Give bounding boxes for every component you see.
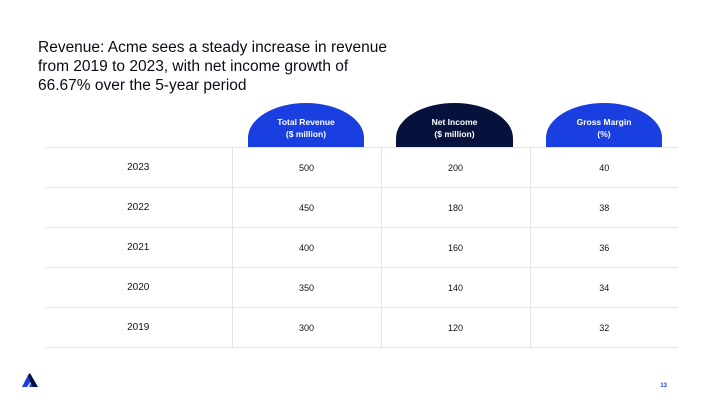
slide-title-line: Revenue: Acme sees a steady increase in … [38, 39, 387, 56]
financial-table: 2023 500 200 40 2022 450 180 38 2021 400… [45, 147, 678, 348]
table-row: 2023 500 200 40 [45, 147, 678, 188]
year-cell: 2022 [45, 187, 232, 228]
column-header-net-income: Net Income ($ million) [396, 103, 513, 147]
table-row: 2019 300 120 32 [45, 307, 678, 348]
column-header-gross-margin: Gross Margin (%) [546, 103, 662, 147]
slide-title-line: from 2019 to 2023, with net income growt… [38, 58, 349, 75]
year-cell: 2021 [45, 227, 232, 268]
column-header-total-revenue: Total Revenue ($ million) [248, 103, 364, 147]
net-income-cell: 180 [380, 187, 530, 228]
mountain-logo-icon [22, 373, 38, 387]
gross-margin-cell: 34 [529, 267, 678, 308]
net-income-cell: 200 [380, 147, 530, 188]
table-row: 2020 350 140 34 [45, 267, 678, 308]
year-cell: 2020 [45, 267, 232, 308]
net-income-cell: 160 [380, 227, 530, 268]
column-header-label: Total Revenue [277, 117, 335, 127]
gross-margin-cell: 36 [529, 227, 678, 268]
revenue-cell: 500 [231, 147, 381, 188]
revenue-cell: 300 [231, 307, 381, 348]
page-number: 13 [660, 383, 667, 389]
table-row: 2022 450 180 38 [45, 187, 678, 228]
net-income-cell: 140 [380, 267, 530, 308]
column-header-label: Net Income [431, 117, 478, 127]
revenue-cell: 450 [231, 187, 381, 228]
net-income-cell: 120 [380, 307, 530, 348]
gross-margin-cell: 32 [529, 307, 678, 348]
column-header-unit: ($ million) [434, 129, 475, 139]
gross-margin-cell: 40 [529, 147, 678, 188]
year-cell: 2023 [45, 147, 232, 188]
gross-margin-cell: 38 [529, 187, 678, 228]
column-header-unit: (%) [597, 129, 611, 139]
column-header-unit: ($ million) [285, 129, 327, 139]
revenue-cell: 400 [231, 227, 381, 268]
year-cell: 2019 [45, 307, 232, 348]
slide-title: Revenue: Acme sees a steady increase in … [38, 38, 438, 95]
table-row: 2021 400 160 36 [45, 227, 678, 268]
column-header-label: Gross Margin [576, 117, 632, 127]
slide-title-line: 66.67% over the 5-year period [38, 77, 247, 94]
revenue-cell: 350 [231, 267, 381, 308]
